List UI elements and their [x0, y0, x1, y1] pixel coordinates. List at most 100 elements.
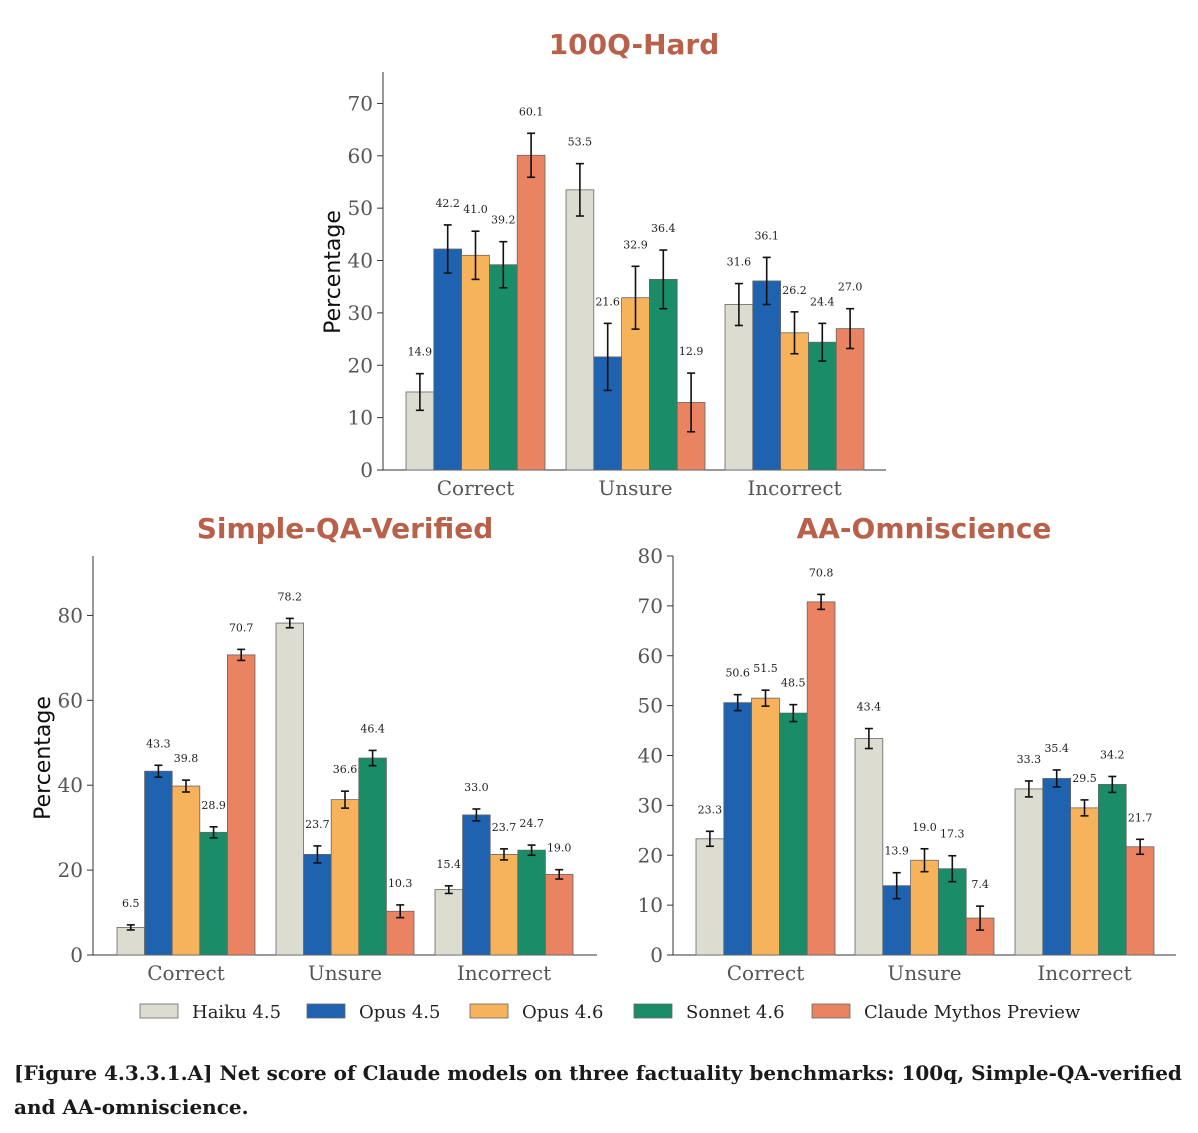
bar	[358, 757, 387, 956]
bar	[938, 868, 967, 956]
y-axis-label: Percentage	[321, 210, 346, 334]
y-tick-label: 70	[638, 594, 663, 618]
bar	[910, 859, 939, 956]
data-label: 53.5	[568, 136, 593, 149]
bar	[780, 332, 809, 471]
y-tick-label: 0	[360, 458, 373, 482]
data-label: 39.8	[174, 752, 199, 765]
y-tick-label: 60	[638, 644, 663, 668]
data-label: 10.3	[388, 877, 413, 890]
chart-aa-omniscience: AA-Omniscience 0 10 20 30 40 50 60 70 80 23.3 50.6…	[638, 512, 1176, 985]
bar	[461, 254, 490, 471]
y-tick-label: 40	[348, 249, 373, 273]
y-tick-label: 80	[58, 603, 83, 627]
data-label: 48.5	[781, 677, 806, 690]
data-label: 23.7	[492, 821, 517, 834]
legend-label: Opus 4.5	[359, 1002, 440, 1023]
legend-label: Claude Mythos Preview	[864, 1002, 1081, 1023]
chart-title: Simple-QA-Verified	[197, 512, 494, 545]
data-label: 39.2	[491, 214, 516, 227]
data-label: 14.9	[408, 346, 433, 359]
y-tick-label: 30	[638, 793, 663, 817]
bar	[1125, 846, 1155, 956]
data-label: 33.0	[464, 781, 489, 794]
data-label: 29.5	[1072, 772, 1097, 785]
data-label: 26.2	[782, 284, 807, 297]
figure-caption: [Figure 4.3.3.1.A] Net score of Claude m…	[14, 1061, 1182, 1119]
x-tick-label: Unsure	[308, 961, 382, 985]
data-label: 43.3	[146, 737, 171, 750]
y-tick-label: 30	[348, 301, 373, 325]
data-label: 33.3	[1017, 753, 1042, 766]
legend: Haiku 4.5 Opus 4.5 Opus 4.6 Sonnet 4.6 Claud…	[139, 1002, 1081, 1023]
bar	[752, 280, 781, 471]
bar	[433, 248, 462, 471]
bar	[434, 889, 464, 956]
legend-label: Haiku 4.5	[192, 1002, 281, 1023]
bar	[517, 849, 546, 956]
x-tick-label: Incorrect	[747, 476, 841, 500]
bar	[723, 702, 752, 956]
bar	[330, 799, 360, 956]
data-label: 78.2	[278, 590, 303, 603]
data-label: 41.0	[463, 203, 488, 216]
bar	[462, 814, 491, 956]
bar	[171, 785, 201, 956]
data-label: 46.4	[360, 722, 385, 735]
data-label: 36.1	[754, 229, 779, 242]
legend-swatch	[811, 1003, 851, 1019]
y-tick-label: 60	[348, 144, 373, 168]
legend-swatch	[306, 1003, 346, 1019]
data-label: 7.4	[971, 878, 989, 891]
bar	[835, 328, 865, 471]
bar	[1014, 788, 1044, 956]
y-tick-label: 50	[348, 196, 373, 220]
bar	[199, 831, 228, 956]
data-label: 13.9	[884, 845, 909, 858]
x-tick-label: Correct	[437, 476, 515, 500]
y-tick-label: 20	[58, 858, 83, 882]
bar	[516, 154, 546, 471]
data-label: 17.3	[940, 828, 965, 841]
y-tick-label: 80	[638, 544, 663, 568]
data-label: 21.6	[595, 295, 620, 308]
bar	[226, 654, 256, 956]
data-label: 36.4	[651, 222, 676, 235]
y-tick-label: 20	[638, 843, 663, 867]
data-label: 42.2	[435, 197, 460, 210]
y-tick-label: 10	[348, 406, 373, 430]
bar	[545, 873, 574, 956]
bar	[724, 304, 754, 471]
data-label: 32.9	[623, 238, 648, 251]
bar	[649, 278, 678, 471]
y-tick-label: 70	[348, 91, 373, 115]
factuality-figure: 100Q-Hard Percentage 0 10 20 30 40 50 60 70 14.9…	[31, 28, 1176, 1023]
data-label: 23.7	[305, 818, 330, 831]
data-label: 23.3	[698, 803, 723, 816]
x-tick-label: Incorrect	[1037, 961, 1131, 985]
bar	[751, 697, 780, 956]
x-tick-label: Unsure	[598, 476, 672, 500]
bar	[144, 770, 173, 956]
chart-title: 100Q-Hard	[549, 28, 720, 61]
bar	[488, 264, 518, 471]
legend-swatch	[469, 1003, 509, 1019]
legend-label: Opus 4.6	[522, 1002, 603, 1023]
y-tick-label: 50	[638, 694, 663, 718]
bar	[116, 927, 146, 956]
chart-title: AA-Omniscience	[797, 512, 1052, 545]
bar	[303, 854, 332, 956]
bar	[808, 341, 837, 471]
data-label: 6.5	[122, 897, 140, 910]
data-label: 50.6	[725, 667, 750, 680]
data-label: 28.9	[201, 799, 226, 812]
y-tick-label: 20	[348, 353, 373, 377]
data-label: 24.4	[810, 295, 835, 308]
bar	[275, 622, 305, 956]
bar	[1042, 778, 1072, 956]
data-label: 36.6	[333, 763, 358, 776]
data-label: 15.4	[437, 858, 462, 871]
y-tick-label: 10	[638, 893, 663, 917]
data-label: 31.6	[727, 256, 752, 269]
bar	[489, 854, 519, 956]
